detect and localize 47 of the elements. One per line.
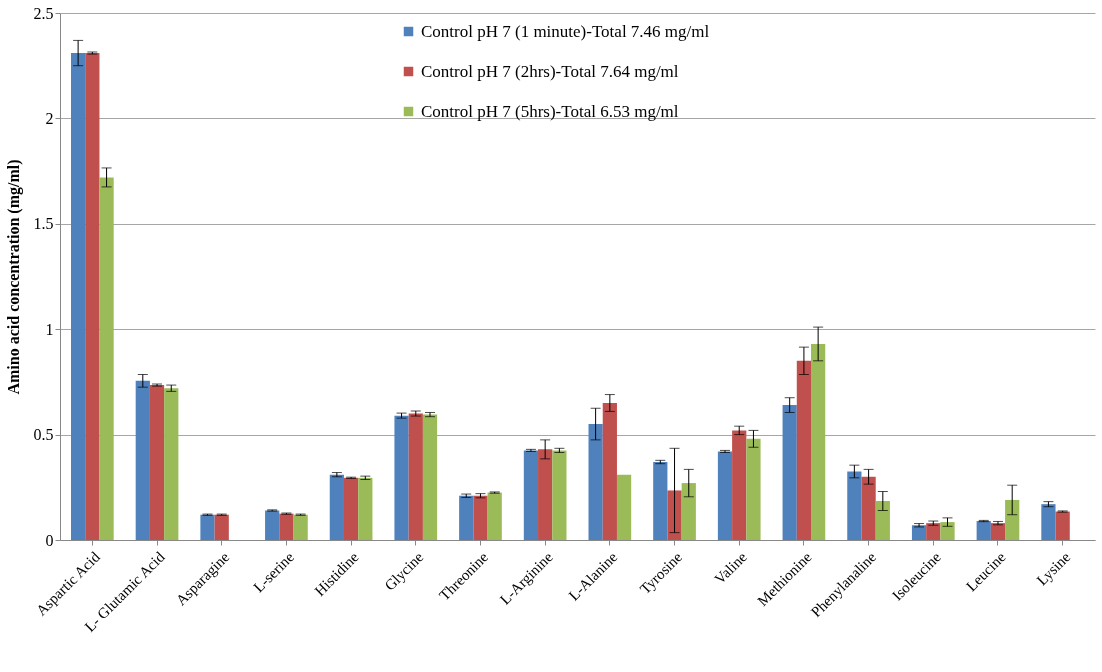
bar [717, 451, 733, 540]
legend-label: Control pH 7 (5hrs)-Total 6.53 mg/ml [421, 101, 679, 121]
bar [85, 53, 100, 540]
bar [616, 474, 632, 540]
legend-label: Control pH 7 (1 minute)-Total 7.46 mg/ml [421, 21, 710, 41]
bar [329, 474, 344, 540]
bar [99, 177, 114, 540]
bar [875, 501, 890, 540]
legend-label: Control pH 7 (2hrs)-Total 7.64 mg/ml [421, 61, 679, 81]
bar [149, 385, 165, 540]
bar [265, 510, 280, 540]
bar [847, 471, 862, 540]
bar [782, 405, 797, 540]
bar [861, 476, 876, 540]
bar [1055, 511, 1070, 540]
bar [746, 438, 761, 540]
bar [796, 360, 812, 540]
bar [358, 477, 373, 540]
bar [200, 514, 215, 540]
bar [214, 514, 229, 540]
bar [911, 525, 927, 540]
bar [976, 521, 991, 540]
bar [588, 424, 603, 540]
bar [473, 495, 488, 540]
y-tick-label: 1.5 [33, 215, 54, 233]
bar [940, 522, 955, 540]
bar [538, 449, 553, 540]
bar [71, 53, 86, 540]
bar [487, 492, 502, 540]
bar [811, 343, 826, 540]
bar [135, 380, 150, 540]
y-tick-label: 2.5 [33, 4, 54, 22]
bar [681, 483, 696, 540]
y-tick-label: 0.5 [33, 426, 54, 444]
bar [343, 477, 359, 540]
bar [459, 495, 474, 540]
bar [279, 513, 294, 540]
bar [602, 402, 617, 540]
bar [667, 490, 682, 540]
y-tick-label: 1 [45, 320, 54, 338]
bar [293, 514, 308, 540]
bar [523, 450, 539, 540]
y-tick-label: 0 [45, 531, 54, 549]
bar [732, 430, 747, 540]
bar [1005, 499, 1020, 540]
y-axis-title: Amino acid concentration (mg/ml) [4, 159, 23, 395]
y-tick-label: 2 [45, 109, 54, 127]
